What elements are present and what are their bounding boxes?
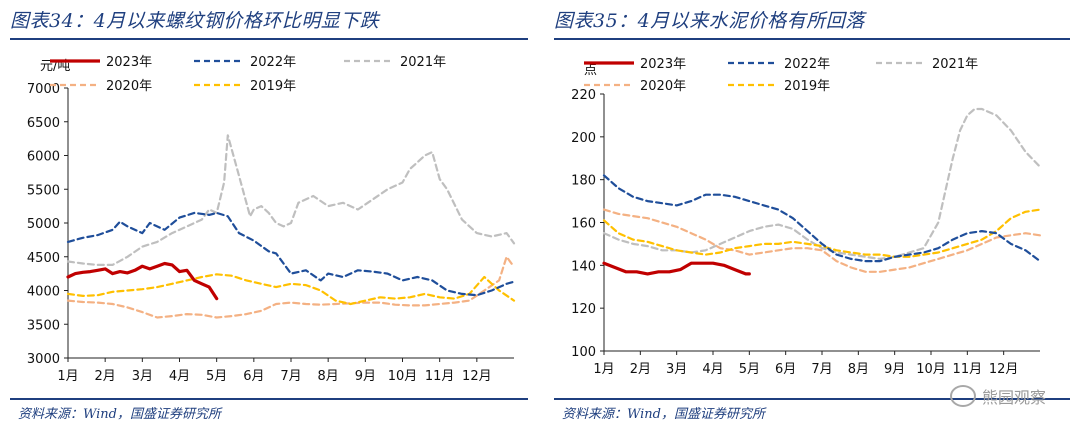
x-tick-label: 4月 bbox=[169, 369, 190, 384]
figure-steel: 图表34：4月以来螺纹钢价格环比明显下跌 3000 3500 4000 4500 500… bbox=[0, 0, 538, 444]
y-tick-label: 100 bbox=[571, 345, 596, 360]
cement-price-chart: 100 120 140 160 180 200 220 点 1月 2月 3月 4月 5月 6月 7月 8月 9月… bbox=[571, 57, 1042, 377]
legend-label: 2023年 bbox=[640, 57, 686, 72]
legend-label: 2022年 bbox=[250, 55, 296, 70]
y-tick-label: 220 bbox=[571, 88, 596, 103]
y-tick-label: 6000 bbox=[27, 150, 60, 165]
y-tick-label: 5500 bbox=[27, 183, 60, 198]
y-tick-label: 3500 bbox=[27, 318, 60, 333]
y-tick-label: 5000 bbox=[27, 217, 60, 232]
wechat-icon bbox=[949, 385, 976, 407]
x-tick-label: 9月 bbox=[884, 362, 905, 377]
x-tick-label: 12月 bbox=[462, 369, 492, 384]
legend-label: 2019年 bbox=[784, 79, 830, 94]
x-tick-label: 12月 bbox=[989, 362, 1019, 377]
legend-label: 2020年 bbox=[106, 79, 152, 94]
figure-cement: 图表35：4月以来水泥价格有所回落 100 120 140 160 180 200 220 点… bbox=[544, 0, 1080, 444]
title-divider bbox=[10, 38, 528, 40]
x-tick-label: 11月 bbox=[425, 369, 455, 384]
series-line-2021年 bbox=[602, 107, 1042, 260]
y-tick-label: 180 bbox=[571, 174, 596, 189]
x-tick-label: 10月 bbox=[388, 369, 418, 384]
x-tick-label: 6月 bbox=[775, 362, 796, 377]
series-line-2020年 bbox=[602, 208, 1042, 273]
steel-price-chart: 300035004000450050005500600065007000元/吨1… bbox=[27, 55, 516, 384]
series-line-2022年 bbox=[66, 211, 516, 297]
y-tick-label: 140 bbox=[571, 259, 596, 274]
source-note: 资料来源：Wind，国盛证券研究所 bbox=[18, 407, 221, 422]
legend-label: 2020年 bbox=[640, 79, 686, 94]
x-tick-label: 1月 bbox=[57, 369, 78, 384]
x-tick-label: 10月 bbox=[916, 362, 946, 377]
x-tick-label: 1月 bbox=[593, 362, 614, 377]
x-tick-label: 6月 bbox=[243, 369, 264, 384]
source-divider bbox=[554, 398, 1070, 400]
x-tick-label: 3月 bbox=[132, 369, 153, 384]
x-tick-label: 3月 bbox=[666, 362, 687, 377]
x-tick-label: 11月 bbox=[953, 362, 983, 377]
series-line-2021年 bbox=[66, 134, 516, 266]
x-tick-label: 8月 bbox=[848, 362, 869, 377]
y-axis-label: 元/吨 bbox=[40, 59, 70, 74]
y-tick-label: 160 bbox=[571, 217, 596, 232]
y-axis-label: 点 bbox=[584, 63, 597, 78]
source-note: 资料来源：Wind，国盛证券研究所 bbox=[562, 407, 765, 422]
legend-label: 2022年 bbox=[784, 57, 830, 72]
x-tick-label: 8月 bbox=[318, 369, 339, 384]
series-line-2020年 bbox=[66, 255, 516, 319]
source-divider bbox=[10, 398, 528, 400]
figure-title: 图表35：4月以来水泥价格有所回落 bbox=[554, 10, 865, 32]
title-divider bbox=[554, 38, 1070, 40]
y-tick-label: 120 bbox=[571, 302, 596, 317]
x-tick-label: 7月 bbox=[280, 369, 301, 384]
y-tick-label: 200 bbox=[571, 131, 596, 146]
y-tick-label: 3000 bbox=[27, 352, 60, 367]
y-tick-label: 4500 bbox=[27, 251, 60, 266]
y-tick-label: 4000 bbox=[27, 285, 60, 300]
x-tick-label: 2月 bbox=[95, 369, 116, 384]
figure-title: 图表34：4月以来螺纹钢价格环比明显下跌 bbox=[10, 10, 380, 32]
y-tick-label: 6500 bbox=[27, 116, 60, 131]
legend-label: 2019年 bbox=[250, 79, 296, 94]
x-tick-label: 4月 bbox=[702, 362, 723, 377]
x-tick-label: 7月 bbox=[811, 362, 832, 377]
x-tick-label: 2月 bbox=[630, 362, 651, 377]
x-tick-label: 9月 bbox=[355, 369, 376, 384]
x-tick-label: 5月 bbox=[739, 362, 760, 377]
series-line-2019年 bbox=[66, 273, 516, 306]
legend-label: 2021年 bbox=[932, 57, 978, 72]
watermark: 熊园观察 bbox=[949, 384, 1046, 408]
legend-label: 2021年 bbox=[400, 55, 446, 70]
legend-label: 2023年 bbox=[106, 55, 152, 70]
series-line-2022年 bbox=[602, 174, 1042, 263]
x-tick-label: 5月 bbox=[206, 369, 227, 384]
series-line-2023年 bbox=[602, 261, 751, 276]
series-line-2023年 bbox=[66, 261, 219, 301]
series-line-2019年 bbox=[602, 208, 1042, 258]
watermark-text: 熊园观察 bbox=[981, 388, 1046, 407]
